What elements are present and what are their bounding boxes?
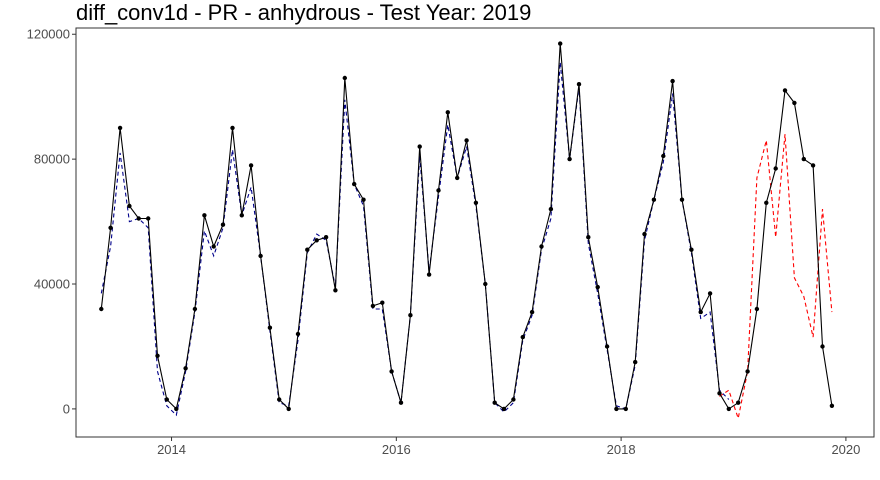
data-point <box>211 244 216 249</box>
data-point <box>230 125 235 131</box>
data-point <box>136 216 141 221</box>
data-point <box>633 359 638 365</box>
data-point <box>99 306 104 312</box>
data-point <box>286 406 291 412</box>
x-tick-label: 2018 <box>607 442 636 457</box>
data-point <box>155 353 160 358</box>
data-point <box>361 197 366 202</box>
series-line-2 <box>719 134 833 421</box>
data-point <box>267 325 273 330</box>
data-point <box>529 309 535 315</box>
data-point <box>698 309 703 315</box>
data-point <box>642 231 647 237</box>
data-point <box>614 406 619 412</box>
series-line-0 <box>100 43 833 411</box>
data-point <box>192 306 198 312</box>
data-point <box>370 303 376 309</box>
data-point <box>352 181 357 187</box>
data-point <box>305 247 310 252</box>
data-point <box>576 82 582 87</box>
data-point <box>389 369 394 374</box>
data-point <box>164 397 169 402</box>
data-point <box>277 397 282 402</box>
data-point <box>436 188 441 193</box>
data-point <box>604 344 610 349</box>
data-point <box>417 144 422 149</box>
data-point <box>239 213 244 218</box>
data-point <box>108 225 113 230</box>
data-point <box>567 156 572 162</box>
data-point <box>342 75 347 81</box>
data-point <box>801 156 806 162</box>
y-tick-label: 0 <box>63 401 70 416</box>
x-tick-label: 2020 <box>831 442 860 457</box>
data-point <box>717 391 722 396</box>
data-point <box>754 306 760 312</box>
data-point <box>810 163 816 168</box>
y-tick-label: 80000 <box>34 152 70 167</box>
data-point <box>586 235 591 240</box>
data-point <box>174 406 179 412</box>
data-point <box>398 400 404 405</box>
data-point <box>323 235 329 240</box>
data-point <box>595 284 600 290</box>
data-point <box>380 300 385 305</box>
data-point <box>492 400 497 405</box>
data-point <box>426 272 432 277</box>
x-axis: 2014 2016 2018 2020 <box>157 437 860 457</box>
data-point <box>127 203 132 209</box>
data-point <box>248 163 254 168</box>
data-point <box>539 244 544 249</box>
data-point <box>202 213 207 218</box>
data-point <box>773 166 778 171</box>
y-axis: 0 40000 80000 120000 <box>27 27 76 416</box>
data-point <box>520 334 525 340</box>
x-tick-label: 2014 <box>157 442 186 457</box>
y-tick-label: 120000 <box>27 27 70 42</box>
data-point <box>726 406 731 412</box>
data-point <box>651 197 657 202</box>
data-point <box>679 197 685 202</box>
data-point <box>745 369 750 374</box>
data-point <box>146 216 151 221</box>
data-point <box>258 253 263 259</box>
data-point <box>117 125 123 131</box>
data-point <box>764 200 769 205</box>
data-point <box>408 313 413 318</box>
data-point <box>511 397 516 402</box>
data-point <box>455 175 460 181</box>
data-point <box>661 153 666 159</box>
y-tick-label: 40000 <box>34 277 70 292</box>
data-point <box>445 110 450 115</box>
data-point <box>333 288 338 293</box>
data-point <box>689 247 694 252</box>
data-point <box>782 88 788 93</box>
data-point <box>464 138 469 143</box>
chart-title: diff_conv1d - PR - anhydrous - Test Year… <box>76 0 532 25</box>
data-point <box>792 100 797 106</box>
data-point <box>183 366 188 371</box>
data-point <box>295 331 301 337</box>
data-point <box>736 400 741 405</box>
data-point <box>548 206 554 212</box>
data-point <box>314 238 319 243</box>
data-point <box>829 403 835 408</box>
data-point <box>820 344 825 349</box>
data-point <box>670 78 675 84</box>
data-point <box>707 291 713 296</box>
data-point <box>473 200 479 205</box>
data-point <box>220 222 226 227</box>
data-point <box>501 406 507 412</box>
x-tick-label: 2016 <box>382 442 411 457</box>
plot-panel-border <box>75 27 875 438</box>
data-point <box>623 406 628 412</box>
series-layer <box>99 41 835 421</box>
data-point <box>558 41 563 46</box>
data-point <box>483 281 488 287</box>
